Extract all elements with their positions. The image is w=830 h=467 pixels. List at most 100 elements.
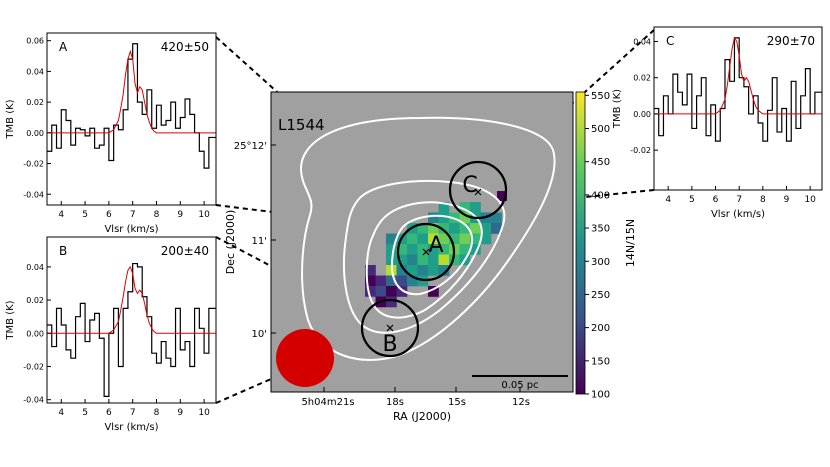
panel-ylabel: TMB (K) bbox=[5, 99, 16, 139]
map-pixel bbox=[449, 233, 460, 245]
ra-tick-label: 12s bbox=[512, 397, 530, 408]
map-pixel bbox=[438, 212, 450, 224]
map-pixel bbox=[365, 286, 376, 297]
scalebar-label: 0.05 pc bbox=[501, 380, 538, 391]
observed-spectrum-line bbox=[47, 43, 216, 169]
map-pixel bbox=[438, 223, 450, 234]
x-tick-label: 10 bbox=[804, 195, 816, 205]
colorbar-label: 14N/15N bbox=[624, 219, 637, 267]
y-tick-label: -0.02 bbox=[23, 160, 44, 169]
panel-xlabel: Vlsr (km/s) bbox=[711, 209, 765, 220]
map-pixel bbox=[407, 244, 418, 255]
spectrum-panel-b: 4 5 6 7 8 9 10 -0.04 -0.02 0.00 0.02 0.04 B 200±40 Vls… bbox=[5, 236, 217, 433]
cross-a bbox=[422, 248, 430, 256]
map-pixel bbox=[386, 244, 397, 255]
panel-xlabel: Vlsr (km/s) bbox=[104, 224, 158, 235]
y-tick-label: 0.00 bbox=[633, 110, 651, 119]
ratio-map: A B C L1544 0.05 pc 5h04m21s 18s 15s 12s… bbox=[224, 91, 574, 423]
panel-letter: A bbox=[59, 40, 68, 54]
dec-tick-label: 11' bbox=[252, 236, 267, 247]
map-pixel bbox=[396, 254, 408, 266]
x-tick-label: 10 bbox=[198, 408, 210, 418]
y-tick-label: 0.00 bbox=[26, 329, 44, 338]
y-tick-label: -0.02 bbox=[630, 146, 651, 155]
map-pixel bbox=[438, 254, 450, 266]
panel-annotation: 290±70 bbox=[767, 34, 815, 48]
colorbar-tick-label: 550 bbox=[591, 91, 610, 102]
map-pixel bbox=[480, 223, 492, 234]
x-tick-label: 6 bbox=[106, 210, 112, 220]
map-pixel bbox=[438, 233, 450, 245]
map-pixel bbox=[491, 212, 502, 224]
y-tick-label: 0.04 bbox=[633, 37, 651, 46]
x-tick-label: 8 bbox=[760, 195, 766, 205]
x-tick-label: 5 bbox=[82, 408, 88, 418]
map-pixel bbox=[428, 244, 439, 255]
map-pixel bbox=[470, 233, 481, 245]
colorbar-tick-label: 200 bbox=[591, 323, 610, 334]
y-tick-label: 0.06 bbox=[26, 37, 44, 46]
map-pixel bbox=[386, 233, 397, 245]
map-pixel bbox=[428, 286, 439, 297]
map-pixel bbox=[365, 275, 376, 287]
map-pixel bbox=[417, 223, 429, 234]
map-pixel bbox=[470, 223, 481, 234]
spectrum-panel-c: 4 5 6 7 8 9 10 -0.02 0.00 0.02 0.04 C 290±70 Vlsr (km… bbox=[612, 26, 823, 220]
x-tick-label: 6 bbox=[713, 195, 719, 205]
map-pixel bbox=[459, 244, 471, 255]
circle-label-b: B bbox=[382, 332, 397, 357]
map-pixel bbox=[497, 191, 507, 201]
circle-label-c: C bbox=[462, 173, 477, 198]
map-pixel bbox=[491, 223, 502, 234]
colorbar-tick-label: 100 bbox=[591, 390, 610, 401]
map-pixel bbox=[396, 244, 408, 255]
map-pixel bbox=[449, 223, 460, 234]
panel-letter: C bbox=[666, 34, 674, 48]
cross-b bbox=[386, 324, 394, 332]
colorbar-ticks: 100 150 200 250 300 350 400 450 500 550 bbox=[585, 91, 610, 401]
y-tick-label: 0.02 bbox=[26, 98, 44, 107]
map-pixel bbox=[459, 223, 471, 234]
observed-spectrum-line bbox=[47, 262, 216, 397]
x-tick-label: 5 bbox=[82, 210, 88, 220]
x-tick-label: 7 bbox=[736, 195, 742, 205]
map-pixel bbox=[438, 265, 450, 276]
map-pixel bbox=[365, 265, 376, 276]
source-label: L1544 bbox=[278, 116, 325, 134]
dec-tick-label: 25°12' bbox=[234, 141, 267, 152]
map-pixel bbox=[396, 265, 408, 276]
contour-2 bbox=[342, 179, 506, 334]
panel-frame bbox=[46, 236, 217, 404]
colorbar-tick-label: 350 bbox=[591, 224, 610, 235]
colorbar-tick-label: 250 bbox=[591, 290, 610, 301]
panel-ylabel: TMB (K) bbox=[612, 89, 623, 129]
x-tick-label: 7 bbox=[130, 210, 136, 220]
map-pixel bbox=[375, 275, 387, 287]
map-xlabel: RA (J2000) bbox=[393, 410, 451, 423]
contour-4 bbox=[390, 214, 474, 296]
map-pixel bbox=[470, 202, 481, 213]
x-tick-label: 4 bbox=[58, 408, 64, 418]
panel-ylabel: TMB (K) bbox=[5, 300, 16, 340]
map-pixel bbox=[459, 202, 471, 213]
colorbar-gradient bbox=[575, 91, 586, 395]
map-pixel bbox=[407, 275, 418, 287]
x-tick-label: 4 bbox=[58, 210, 64, 220]
map-pixel bbox=[386, 286, 397, 297]
map-pixel bbox=[428, 265, 439, 276]
map-pixel bbox=[396, 275, 408, 287]
y-tick-label: 0.02 bbox=[26, 296, 44, 305]
x-tick-label: 9 bbox=[177, 408, 183, 418]
map-pixel bbox=[407, 233, 418, 245]
map-pixel bbox=[438, 202, 450, 213]
panel-background bbox=[654, 27, 822, 190]
colorbar-tick-label: 150 bbox=[591, 356, 610, 367]
ra-tick-label: 5h04m21s bbox=[301, 397, 354, 408]
colorbar-tick-label: 300 bbox=[591, 257, 610, 268]
colorbar-tick-label: 400 bbox=[591, 190, 610, 201]
map-pixel bbox=[459, 212, 471, 224]
x-tick-label: 10 bbox=[198, 210, 210, 220]
panel-letter: B bbox=[59, 244, 67, 258]
map-pixel bbox=[386, 296, 397, 308]
